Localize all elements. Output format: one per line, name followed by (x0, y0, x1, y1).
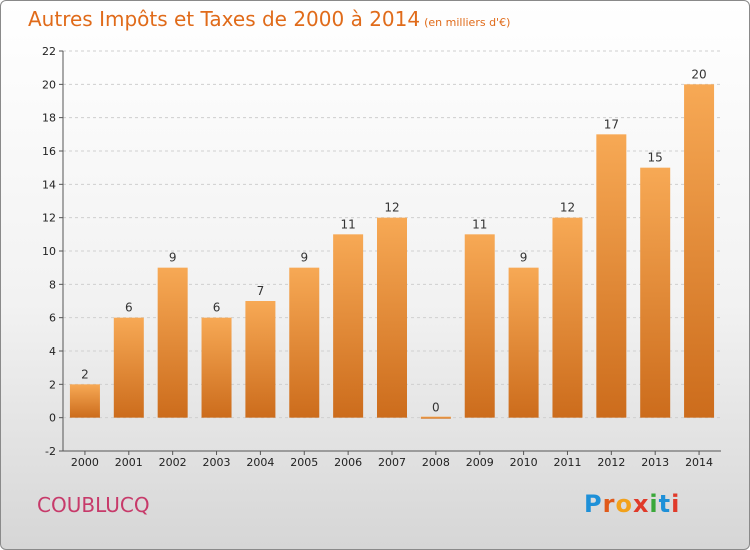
data-label-2002: 9 (169, 251, 177, 265)
bar-2007 (377, 217, 407, 418)
logo-letter: i (649, 490, 659, 518)
logo-letter: i (671, 490, 681, 518)
x-tick-label-2011: 2011 (553, 456, 581, 469)
y-tick-label: 14 (42, 178, 56, 191)
x-tick-label-2003: 2003 (203, 456, 231, 469)
y-tick-label: 8 (49, 278, 56, 291)
data-label-2003: 6 (213, 301, 221, 315)
data-label-2004: 7 (257, 284, 265, 298)
data-label-2000: 2 (81, 367, 89, 381)
x-tick-label-2013: 2013 (641, 456, 669, 469)
x-tick-label-2014: 2014 (685, 456, 713, 469)
y-tick-label: 18 (42, 112, 56, 125)
data-label-2011: 12 (560, 201, 575, 215)
bar-2012 (596, 134, 627, 418)
x-tick-label-2006: 2006 (334, 456, 362, 469)
logo-letter: P (584, 490, 603, 518)
bar-2006 (333, 234, 364, 418)
y-tick-label: 16 (42, 145, 56, 158)
data-label-2005: 9 (300, 251, 308, 265)
bar-2001 (113, 317, 144, 418)
y-tick-label: 22 (42, 45, 56, 58)
y-tick-label: 10 (42, 245, 56, 258)
y-tick-label: 20 (42, 78, 56, 91)
data-label-2009: 11 (472, 217, 487, 231)
y-tick-label: 2 (49, 378, 56, 391)
chart-title: Autres Impôts et Taxes de 2000 à 2014 (en… (28, 7, 510, 31)
bar-2010 (508, 267, 539, 418)
y-tick-label: -2 (45, 445, 56, 458)
x-tick-label-2008: 2008 (422, 456, 450, 469)
x-tick-label-2001: 2001 (115, 456, 143, 469)
data-label-2012: 17 (604, 117, 619, 131)
y-tick-label: 0 (49, 412, 56, 425)
bar-2013 (640, 167, 671, 418)
x-tick-label-2012: 2012 (597, 456, 625, 469)
logo-letter: o (615, 490, 633, 518)
chart-unit: (en milliers d'€) (424, 16, 511, 29)
bar-2005 (289, 267, 320, 418)
logo-letter: t (658, 490, 672, 518)
data-label-2013: 15 (648, 151, 663, 165)
y-tick-label: 12 (42, 212, 56, 225)
x-tick-label-2000: 2000 (71, 456, 99, 469)
x-tick-label-2005: 2005 (290, 456, 318, 469)
logo-letter: r (602, 490, 616, 518)
chart-title-text: Autres Impôts et Taxes de 2000 à 2014 (28, 7, 421, 31)
y-tick-label: 4 (49, 345, 56, 358)
x-tick-label-2009: 2009 (466, 456, 494, 469)
proxiti-logo: Proxiti (584, 490, 680, 518)
x-tick-label-2002: 2002 (159, 456, 187, 469)
bar-2000 (69, 384, 100, 418)
data-label-2001: 6 (125, 301, 133, 315)
bar-2004 (245, 301, 276, 418)
bar-2003 (201, 317, 232, 418)
bar-2014 (684, 84, 715, 418)
data-label-2014: 20 (691, 67, 706, 81)
data-label-2006: 11 (340, 217, 355, 231)
x-tick-label-2010: 2010 (510, 456, 538, 469)
data-label-2008: 0 (432, 401, 440, 415)
x-tick-label-2004: 2004 (246, 456, 274, 469)
bar-2011 (552, 217, 583, 418)
y-tick-label: 6 (49, 312, 56, 325)
bar-2002 (157, 267, 188, 418)
commune-name: COUBLUCQ (37, 493, 150, 517)
x-tick-label-2007: 2007 (378, 456, 406, 469)
data-label-2007: 12 (384, 201, 399, 215)
logo-letter: x (632, 490, 650, 518)
bar-2009 (464, 234, 495, 418)
bar-2008 (420, 416, 451, 419)
data-label-2010: 9 (520, 251, 528, 265)
